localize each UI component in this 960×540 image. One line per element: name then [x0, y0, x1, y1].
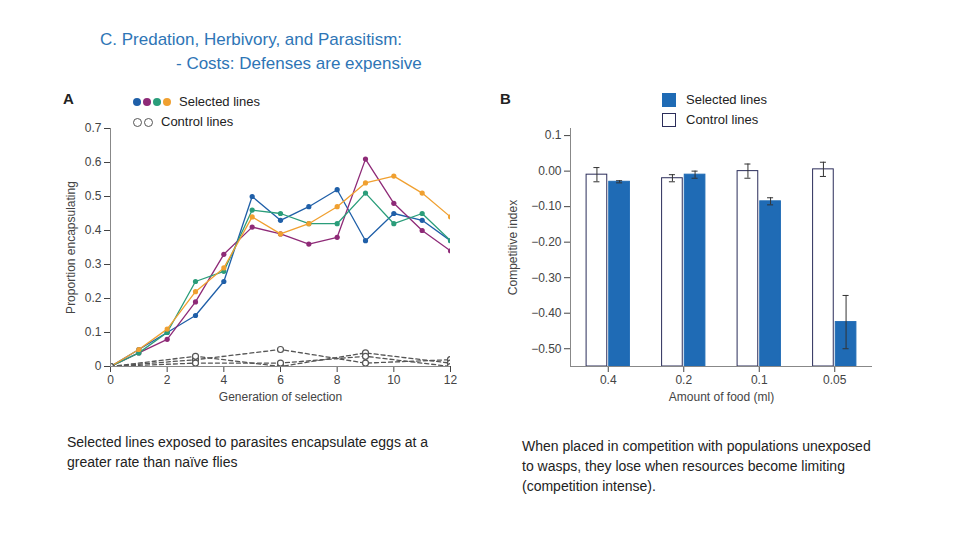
svg-text:Proportion encapsulating: Proportion encapsulating: [64, 181, 78, 314]
svg-text:Amount of food (ml): Amount of food (ml): [669, 390, 774, 404]
svg-text:4: 4: [220, 373, 227, 387]
svg-text:0.05: 0.05: [823, 373, 847, 387]
html-text:Selected lines: Selected lines: [686, 92, 767, 107]
svg-text:2: 2: [164, 373, 171, 387]
svg-text:0.3: 0.3: [85, 257, 102, 271]
html-text:Control lines: Control lines: [686, 112, 759, 127]
svg-text:−0.10: −0.10: [531, 199, 562, 213]
svg-text:0.2: 0.2: [675, 373, 692, 387]
svg-text:0.1: 0.1: [85, 325, 102, 339]
svg-text:Generation of selection: Generation of selection: [219, 390, 342, 404]
svg-text:−0.50: −0.50: [531, 342, 562, 356]
html-text:B: B: [500, 90, 511, 107]
svg-text:0.5: 0.5: [85, 189, 102, 203]
svg-text:0.6: 0.6: [85, 155, 102, 169]
svg-text:−0.30: −0.30: [531, 271, 562, 285]
svg-text:0.1: 0.1: [545, 128, 562, 142]
svg-text:0.4: 0.4: [85, 223, 102, 237]
svg-text:0.00: 0.00: [538, 164, 562, 178]
html-text:C. Predation, Herbivory, and P: C. Predation, Herbivory, and Parasitism:: [100, 30, 402, 49]
html-text:- Costs: Defenses are expensiv: - Costs: Defenses are expensive: [176, 54, 422, 73]
svg-text:6: 6: [277, 373, 284, 387]
html-text:Selected lines: Selected lines: [179, 94, 260, 109]
html-text:When placed in competition wit: When placed in competition with populati…: [522, 438, 871, 494]
svg-text:10: 10: [387, 373, 401, 387]
svg-text:0.7: 0.7: [85, 121, 102, 135]
svg-text:0.4: 0.4: [600, 373, 617, 387]
svg-text:−0.40: −0.40: [531, 306, 562, 320]
svg-text:Competitive index: Competitive index: [506, 200, 520, 295]
svg-text:8: 8: [334, 373, 341, 387]
svg-text:0: 0: [95, 359, 102, 373]
html-text:Selected lines exposed to para: Selected lines exposed to parasites enca…: [67, 434, 429, 470]
svg-text:0: 0: [107, 373, 114, 387]
svg-text:−0.20: −0.20: [531, 235, 562, 249]
svg-text:0.2: 0.2: [85, 291, 102, 305]
html-text:Control lines: Control lines: [161, 114, 234, 129]
svg-text:12: 12: [444, 373, 458, 387]
html-text:A: A: [63, 90, 74, 107]
svg-text:0.1: 0.1: [751, 373, 768, 387]
